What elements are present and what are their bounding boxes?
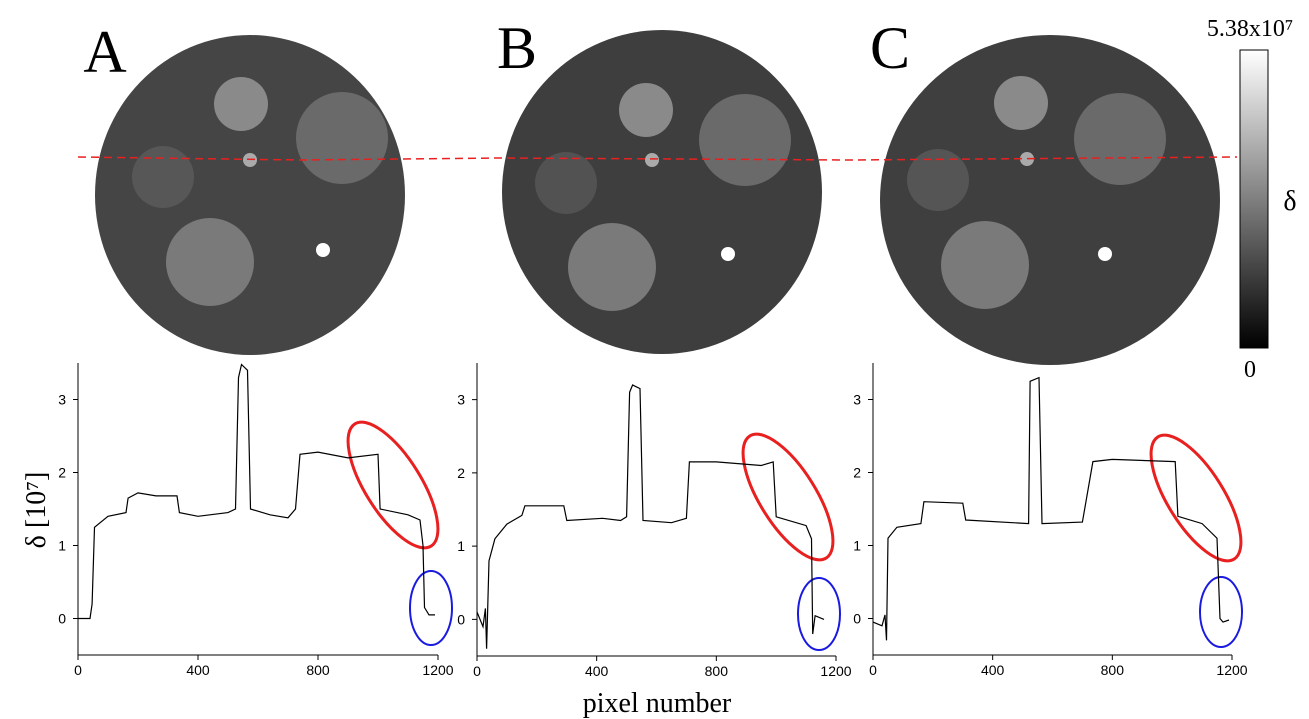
annotation-red bbox=[346, 420, 440, 550]
annotation-red bbox=[741, 432, 835, 562]
y-tick-label: 0 bbox=[457, 611, 465, 627]
panel-label: C bbox=[870, 15, 910, 81]
y-tick-label: 1 bbox=[853, 538, 861, 554]
panel-label: B bbox=[497, 15, 537, 81]
y-tick-label: 0 bbox=[58, 611, 66, 627]
x-tick-label: 0 bbox=[869, 662, 877, 678]
y-tick-label: 1 bbox=[457, 538, 465, 554]
y-tick-label: 2 bbox=[58, 465, 66, 481]
y-tick-label: 3 bbox=[853, 392, 861, 408]
x-tick-label: 0 bbox=[473, 663, 481, 679]
x-tick-label: 400 bbox=[981, 662, 1005, 678]
x-tick-label: 0 bbox=[74, 662, 82, 678]
x-tick-label: 1200 bbox=[820, 663, 851, 679]
y-tick-label: 3 bbox=[457, 392, 465, 408]
annotation-blue bbox=[797, 577, 841, 651]
profile-line bbox=[78, 363, 435, 620]
y-tick-label: 2 bbox=[853, 465, 861, 481]
colorbar-label: δ bbox=[1283, 186, 1296, 217]
annotation-blue bbox=[1199, 576, 1243, 648]
x-tick-label: 800 bbox=[306, 662, 330, 678]
x-axis-label: pixel number bbox=[583, 688, 732, 719]
image-a bbox=[95, 35, 405, 355]
panel-label: A bbox=[83, 19, 126, 85]
profile-line bbox=[872, 376, 1230, 641]
colorbar-max-label: 5.38x10⁷ bbox=[1207, 16, 1293, 42]
profile-line bbox=[77, 156, 1238, 161]
y-tick-label: 3 bbox=[58, 392, 66, 408]
y-tick-label: 0 bbox=[853, 611, 861, 627]
annotation-red bbox=[1149, 433, 1243, 563]
x-tick-label: 400 bbox=[186, 662, 210, 678]
x-tick-label: 400 bbox=[585, 663, 609, 679]
annotation-blue bbox=[409, 570, 453, 646]
x-tick-label: 800 bbox=[705, 663, 729, 679]
colorbar-min-label: 0 bbox=[1244, 357, 1256, 383]
y-tick-label: 2 bbox=[457, 465, 465, 481]
y-tick-label: 1 bbox=[58, 538, 66, 554]
x-tick-label: 1200 bbox=[1216, 662, 1247, 678]
colorbar bbox=[1239, 49, 1269, 349]
image-b bbox=[502, 30, 822, 354]
image-c bbox=[880, 35, 1220, 365]
profile-line bbox=[476, 384, 825, 649]
x-tick-label: 1200 bbox=[422, 662, 453, 678]
y-axis-label: δ [10⁷] bbox=[21, 472, 52, 549]
x-tick-label: 800 bbox=[1101, 662, 1125, 678]
